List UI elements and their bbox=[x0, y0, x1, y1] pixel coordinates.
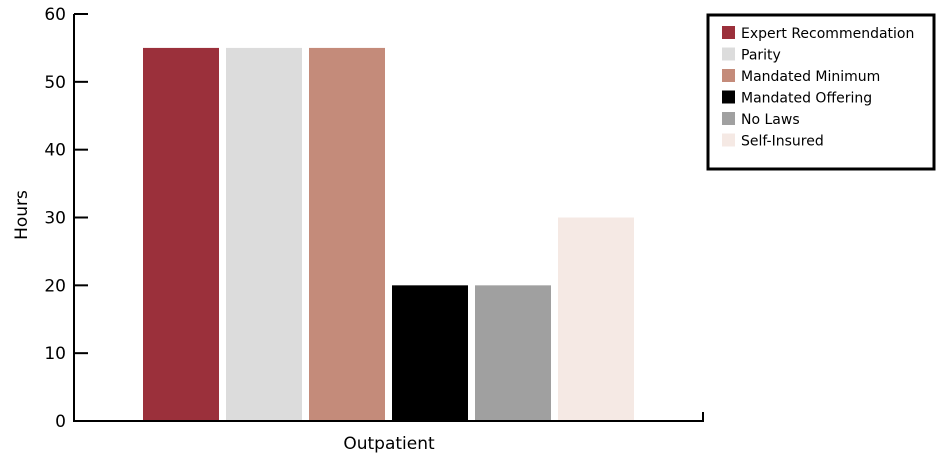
legend: Expert Recommendation Parity Mandated Mini… bbox=[706, 13, 936, 171]
bar-parity bbox=[226, 47, 302, 422]
legend-swatch bbox=[722, 69, 735, 82]
y-tick-label: 20 bbox=[44, 276, 66, 296]
legend-box bbox=[706, 13, 936, 171]
y-axis-ticks: 0 10 20 30 40 50 60 bbox=[44, 5, 88, 432]
bar-self-insured bbox=[558, 217, 634, 421]
y-tick-label: 30 bbox=[44, 209, 66, 229]
legend-label: Mandated Offering bbox=[741, 91, 872, 107]
legend-swatch bbox=[722, 47, 735, 61]
x-category-label: Outpatient bbox=[343, 434, 435, 454]
bar-expert-recommendation bbox=[143, 47, 219, 422]
bar-no-laws bbox=[475, 285, 551, 421]
legend-swatch bbox=[722, 90, 735, 104]
legend-swatch bbox=[722, 133, 735, 147]
y-tick-label: 60 bbox=[44, 5, 66, 25]
plot-area bbox=[143, 47, 634, 422]
legend-swatch bbox=[722, 26, 735, 39]
y-tick-label: 10 bbox=[44, 344, 66, 364]
legend-label: Self-Insured bbox=[741, 134, 824, 150]
y-axis-title: Hours bbox=[12, 190, 32, 240]
legend-label: Parity bbox=[741, 48, 781, 64]
legend-label: Expert Recommendation bbox=[741, 26, 914, 42]
legend-label: Mandated Minimum bbox=[741, 69, 880, 85]
bar-mandated-minimum bbox=[309, 47, 385, 422]
bar-mandated-offering bbox=[392, 285, 468, 421]
y-tick-label: 50 bbox=[44, 73, 66, 93]
legend-label: No Laws bbox=[741, 112, 800, 128]
y-tick-label: 40 bbox=[44, 141, 66, 161]
legend-swatch bbox=[722, 112, 735, 125]
y-tick-label: 0 bbox=[55, 412, 66, 432]
